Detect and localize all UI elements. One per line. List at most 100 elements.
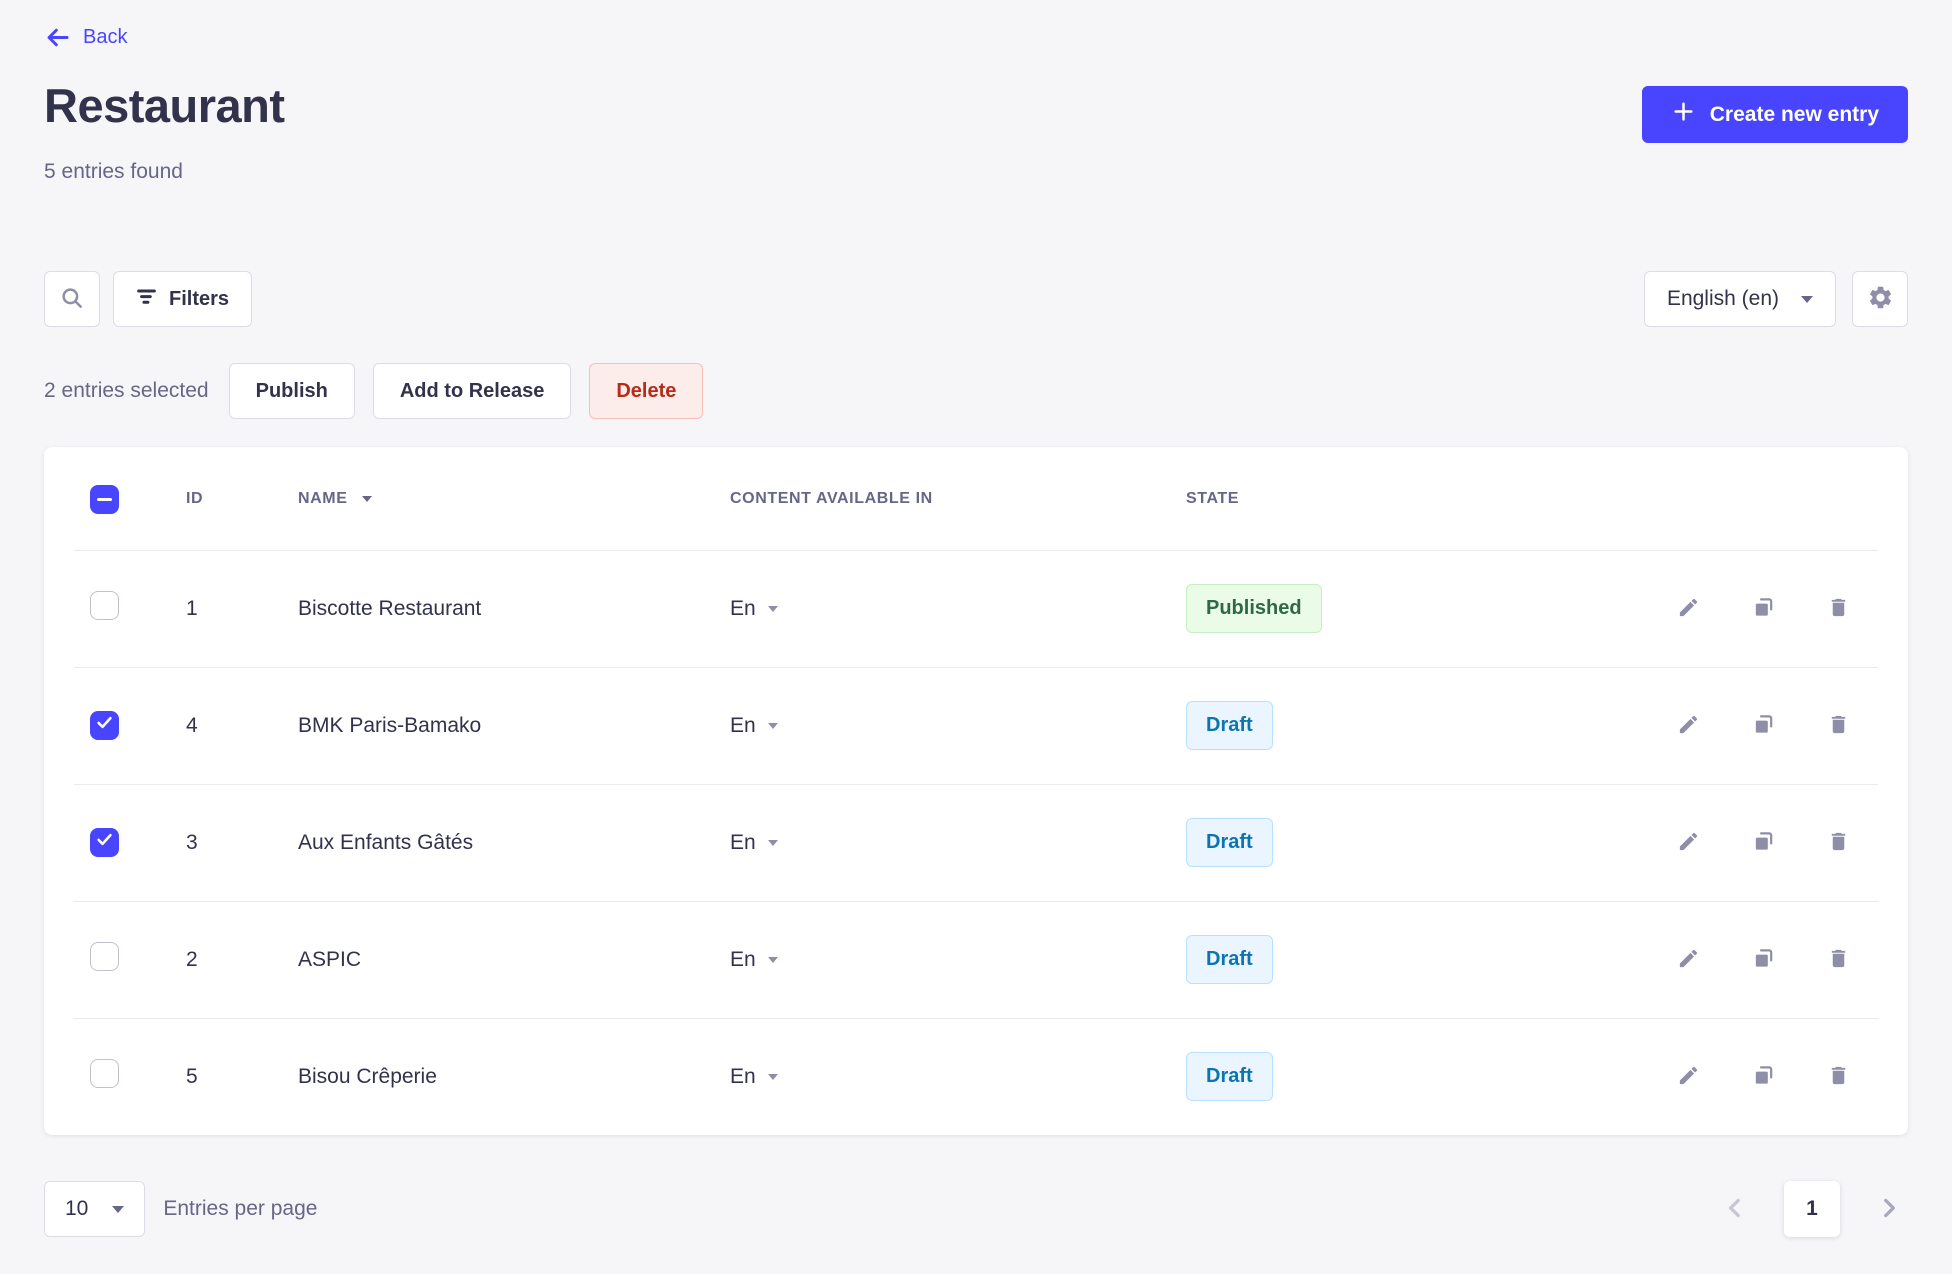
row-locale-dropdown[interactable]: En <box>730 1065 1186 1089</box>
next-page-button[interactable] <box>1870 1189 1908 1230</box>
delete-button[interactable]: Delete <box>589 363 704 419</box>
row-locale: En <box>730 596 756 620</box>
row-checkbox[interactable] <box>90 1059 119 1088</box>
settings-button[interactable] <box>1852 271 1908 327</box>
chevron-down-icon <box>1801 295 1813 303</box>
row-checkbox[interactable] <box>90 591 119 620</box>
duplicate-icon <box>1752 1064 1775 1090</box>
state-badge: Published <box>1186 584 1322 633</box>
selected-count-text: 2 entries selected <box>44 379 209 402</box>
row-id: 4 <box>186 713 198 737</box>
edit-row-button[interactable] <box>1673 943 1704 977</box>
row-checkbox[interactable] <box>90 942 119 971</box>
column-header-id[interactable]: ID <box>186 489 204 507</box>
row-locale-dropdown[interactable]: En <box>730 948 1186 972</box>
select-all-checkbox[interactable] <box>90 484 119 514</box>
locale-select-value: English (en) <box>1666 287 1779 310</box>
arrow-left-icon <box>44 24 71 51</box>
search-icon <box>59 285 85 314</box>
table-row: 5 Bisou Crêperie En Draft <box>44 1018 1908 1135</box>
trash-icon <box>1827 1064 1850 1090</box>
delete-row-button[interactable] <box>1823 1060 1854 1094</box>
row-name: Aux Enfants Gâtés <box>298 830 474 854</box>
row-checkbox[interactable] <box>90 711 119 740</box>
checkmark-icon <box>95 830 114 855</box>
edit-row-button[interactable] <box>1673 1060 1704 1094</box>
trash-icon <box>1827 713 1850 739</box>
row-locale: En <box>730 1064 756 1088</box>
trash-icon <box>1827 947 1850 973</box>
duplicate-row-button[interactable] <box>1748 592 1779 626</box>
row-locale-dropdown[interactable]: En <box>730 714 1186 738</box>
table-row: 4 BMK Paris-Bamako En Draft <box>44 667 1908 784</box>
chevron-down-icon <box>767 956 778 963</box>
sort-caret-icon <box>361 495 372 502</box>
duplicate-icon <box>1752 830 1775 856</box>
row-locale-dropdown[interactable]: En <box>730 831 1186 855</box>
page-size-select[interactable]: 10 <box>44 1181 146 1237</box>
delete-row-button[interactable] <box>1823 592 1854 626</box>
trash-icon <box>1827 596 1850 622</box>
table-header-row: ID NAME CONTENT AVAILABLE IN STATE <box>44 447 1908 550</box>
previous-page-button[interactable] <box>1716 1189 1754 1230</box>
add-to-release-button[interactable]: Add to Release <box>372 363 572 419</box>
entries-count-text: 5 entries found <box>44 160 183 183</box>
pagination: 1 <box>1716 1181 1908 1237</box>
back-link[interactable]: Back <box>44 24 127 51</box>
table-row: 3 Aux Enfants Gâtés En Draft <box>44 784 1908 901</box>
publish-button[interactable]: Publish <box>228 363 355 419</box>
row-locale: En <box>730 713 756 737</box>
chevron-down-icon <box>767 605 778 612</box>
duplicate-row-button[interactable] <box>1748 1060 1779 1094</box>
duplicate-row-button[interactable] <box>1748 709 1779 743</box>
row-name: BMK Paris-Bamako <box>298 713 482 737</box>
state-badge: Draft <box>1186 818 1273 867</box>
duplicate-row-button[interactable] <box>1748 826 1779 860</box>
row-name: ASPIC <box>298 947 362 971</box>
filters-label: Filters <box>169 287 230 310</box>
delete-label: Delete <box>616 379 677 402</box>
delete-row-button[interactable] <box>1823 943 1854 977</box>
edit-row-button[interactable] <box>1673 826 1704 860</box>
pencil-icon <box>1677 596 1700 622</box>
column-header-name[interactable]: NAME <box>298 490 730 508</box>
row-name: Bisou Crêperie <box>298 1064 437 1088</box>
trash-icon <box>1827 830 1850 856</box>
selection-bar: 2 entries selected Publish Add to Releas… <box>44 363 1908 419</box>
row-locale: En <box>730 947 756 971</box>
pencil-icon <box>1677 1064 1700 1090</box>
plus-icon <box>1671 99 1696 130</box>
chevron-down-icon <box>767 1073 778 1080</box>
back-label: Back <box>83 25 128 48</box>
duplicate-icon <box>1752 947 1775 973</box>
edit-row-button[interactable] <box>1673 709 1704 743</box>
filters-button[interactable]: Filters <box>113 271 253 327</box>
chevron-down-icon <box>767 839 778 846</box>
gear-icon <box>1867 284 1894 314</box>
column-header-content-available-in: CONTENT AVAILABLE IN <box>730 489 933 507</box>
create-new-entry-label: Create new entry <box>1709 102 1879 126</box>
toolbar: Filters English (en) <box>44 271 1908 327</box>
filter-icon <box>136 286 157 313</box>
pencil-icon <box>1677 713 1700 739</box>
delete-row-button[interactable] <box>1823 826 1854 860</box>
locale-select[interactable]: English (en) <box>1643 271 1836 327</box>
page-title: Restaurant <box>44 79 285 132</box>
create-new-entry-button[interactable]: Create new entry <box>1641 86 1908 143</box>
search-button[interactable] <box>44 271 100 327</box>
delete-row-button[interactable] <box>1823 709 1854 743</box>
duplicate-row-button[interactable] <box>1748 943 1779 977</box>
page-size-value: 10 <box>65 1197 89 1220</box>
indeterminate-dash-icon <box>97 497 112 502</box>
row-id: 2 <box>186 947 198 971</box>
edit-row-button[interactable] <box>1673 592 1704 626</box>
state-badge: Draft <box>1186 1052 1273 1101</box>
duplicate-icon <box>1752 713 1775 739</box>
chevron-down-icon <box>767 722 778 729</box>
row-locale: En <box>730 830 756 854</box>
page-number-button[interactable]: 1 <box>1784 1181 1840 1237</box>
row-locale-dropdown[interactable]: En <box>730 597 1186 621</box>
state-badge: Draft <box>1186 701 1273 750</box>
state-badge: Draft <box>1186 935 1273 984</box>
row-checkbox[interactable] <box>90 828 119 857</box>
